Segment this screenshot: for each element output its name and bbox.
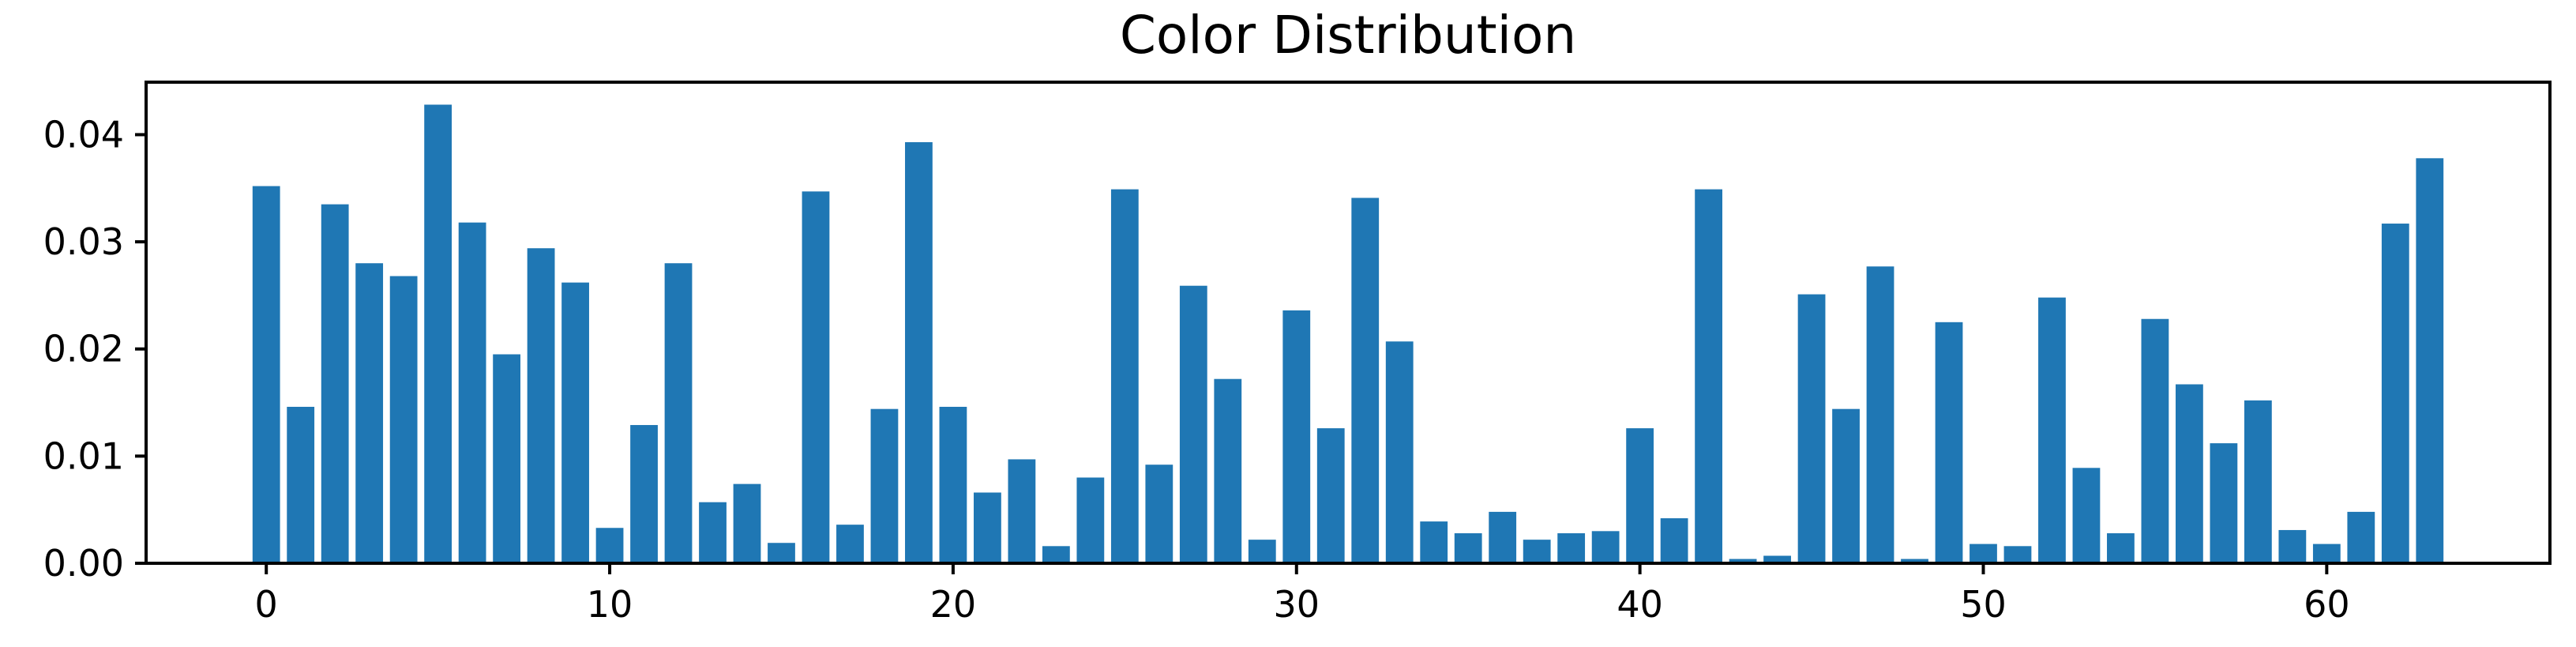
bars-group	[252, 104, 2444, 564]
x-tick-label: 40	[1617, 583, 1663, 626]
bar-44	[1763, 555, 1791, 563]
bar-12	[664, 263, 693, 563]
x-tick-label: 20	[930, 583, 977, 626]
bar-58	[2244, 400, 2272, 563]
bar-33	[1385, 341, 1414, 563]
bar-50	[1970, 544, 1997, 563]
bar-4	[389, 276, 418, 563]
bar-32	[1351, 197, 1380, 564]
bar-35	[1454, 533, 1482, 563]
bar-41	[1660, 518, 1688, 563]
x-tick-label: 30	[1273, 583, 1320, 626]
x-tick-label: 50	[1960, 583, 2007, 626]
y-axis-ticks: 0.00 0.01 0.02 0.03 0.04	[43, 113, 146, 585]
bar-27	[1179, 285, 1207, 563]
bar-56	[2176, 384, 2203, 563]
bar-22	[1008, 459, 1036, 563]
bar-28	[1214, 378, 1242, 563]
bar-55	[2141, 318, 2169, 563]
bar-5	[424, 104, 452, 564]
bar-34	[1420, 521, 1448, 563]
bar-42	[1695, 189, 1722, 563]
bar-25	[1110, 189, 1139, 563]
bar-23	[1042, 546, 1070, 563]
y-tick-label: 0.00	[43, 542, 124, 585]
bar-45	[1797, 294, 1826, 563]
y-tick-label: 0.04	[43, 113, 124, 156]
bar-3	[355, 263, 384, 563]
bar-8	[527, 248, 555, 563]
x-axis-ticks: 0 10 20 30 40 50 60	[255, 563, 2350, 626]
bar-2	[321, 204, 349, 563]
bar-49	[1935, 322, 1963, 563]
bar-6	[458, 222, 486, 563]
bar-60	[2312, 544, 2341, 563]
bar-17	[836, 525, 864, 563]
bar-30	[1282, 310, 1311, 563]
bar-37	[1523, 540, 1551, 563]
bar-9	[561, 282, 589, 563]
x-tick-label: 0	[255, 583, 278, 626]
bar-1	[287, 406, 315, 563]
bar-13	[699, 502, 727, 563]
bar-24	[1076, 477, 1105, 563]
y-tick-label: 0.03	[43, 220, 124, 263]
bar-43	[1729, 559, 1757, 563]
bar-62	[2381, 224, 2409, 563]
x-tick-label: 10	[587, 583, 633, 626]
x-tick-label: 60	[2304, 583, 2350, 626]
bar-29	[1248, 540, 1276, 563]
bar-39	[1591, 531, 1620, 563]
bar-36	[1489, 511, 1517, 563]
bar-48	[1901, 559, 1928, 563]
bar-51	[2003, 546, 2032, 563]
bar-40	[1626, 428, 1654, 563]
bar-46	[1832, 408, 1860, 563]
bar-7	[493, 354, 520, 563]
bar-52	[2038, 297, 2066, 563]
bar-63	[2416, 158, 2444, 564]
bar-19	[905, 141, 933, 563]
bar-20	[939, 406, 967, 563]
bar-15	[768, 543, 795, 563]
bar-14	[733, 483, 761, 563]
bar-16	[802, 191, 830, 563]
bar-0	[252, 186, 280, 563]
bar-10	[595, 528, 624, 563]
y-tick-label: 0.01	[43, 434, 124, 477]
bar-18	[870, 408, 899, 563]
bar-31	[1316, 428, 1345, 563]
bar-21	[974, 492, 1001, 563]
bar-61	[2347, 511, 2375, 563]
bar-54	[2107, 533, 2135, 563]
bar-38	[1557, 533, 1586, 563]
chart-title: Color Distribution	[1120, 5, 1576, 66]
bar-59	[2278, 529, 2307, 563]
bar-57	[2210, 443, 2238, 563]
bar-47	[1866, 266, 1894, 563]
bar-11	[630, 425, 658, 563]
bar-26	[1145, 465, 1173, 563]
y-tick-label: 0.02	[43, 328, 124, 371]
plot-frame	[145, 81, 2552, 565]
bar-53	[2072, 468, 2101, 563]
